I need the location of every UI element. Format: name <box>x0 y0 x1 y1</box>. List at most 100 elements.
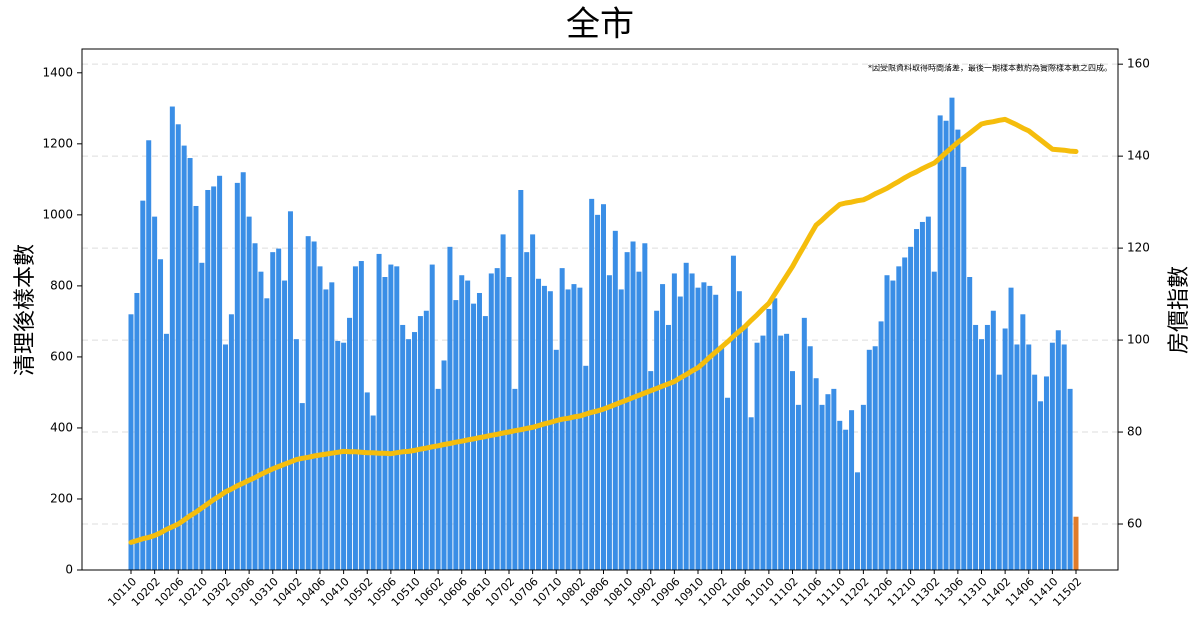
bar <box>866 349 872 570</box>
bar <box>305 236 311 570</box>
bar <box>872 346 878 570</box>
bar <box>636 271 642 570</box>
bar <box>293 339 299 570</box>
chart-title: 全市 <box>566 5 634 45</box>
bar <box>642 243 648 570</box>
bar <box>689 273 695 570</box>
bar <box>181 145 187 571</box>
bar <box>925 216 931 570</box>
y-tick-label: 600 <box>50 349 73 363</box>
y-tick-label: 1400 <box>42 65 73 79</box>
bar <box>984 324 990 570</box>
bar <box>937 115 943 570</box>
bar <box>400 324 406 570</box>
bar <box>583 365 589 570</box>
y-tick-label: 800 <box>50 278 73 292</box>
bar <box>949 97 955 570</box>
bar <box>435 388 441 570</box>
bar <box>282 280 288 570</box>
bar <box>772 298 778 570</box>
bar <box>518 189 524 571</box>
index-line <box>128 116 1079 545</box>
bar <box>1055 330 1061 570</box>
bar <box>589 198 595 571</box>
bar <box>595 214 601 570</box>
bar <box>902 257 908 570</box>
y-tick-label: 1000 <box>42 207 73 221</box>
bar <box>837 420 843 570</box>
bar <box>199 262 205 570</box>
bar <box>175 124 181 570</box>
bar <box>406 339 412 570</box>
bar <box>128 314 134 570</box>
bar <box>1067 388 1073 570</box>
bar <box>370 415 376 570</box>
bar <box>813 378 819 570</box>
bar <box>500 234 506 570</box>
bar <box>996 374 1002 570</box>
y-tick-label: 1200 <box>42 136 73 150</box>
bar <box>335 340 341 570</box>
bar <box>329 282 335 570</box>
bar <box>884 275 890 570</box>
bar <box>849 410 855 570</box>
bar <box>606 275 612 570</box>
y-tick-label: 0 <box>65 563 73 577</box>
bar <box>240 172 246 571</box>
bar <box>494 268 500 570</box>
bar <box>270 252 276 570</box>
bar <box>754 342 760 570</box>
bar <box>955 129 961 570</box>
bar <box>825 394 831 570</box>
annotation: *因受限資料取得時間落差，最後一期樣本數約為實際樣本數之四成。 <box>868 63 1112 73</box>
bar <box>163 333 169 570</box>
bar <box>1049 342 1055 570</box>
bar <box>766 308 772 570</box>
bar <box>778 335 784 570</box>
bar <box>660 284 666 570</box>
bar <box>654 310 660 570</box>
bar <box>565 289 571 570</box>
bar <box>152 216 158 570</box>
y2-tick-label: 60 <box>1127 517 1142 531</box>
bar <box>228 314 234 570</box>
bar <box>707 285 713 570</box>
y2-tick-label: 140 <box>1127 149 1150 163</box>
bar <box>961 166 967 570</box>
bar <box>819 404 825 570</box>
bar <box>801 317 807 570</box>
bar <box>323 289 329 570</box>
bar <box>252 243 258 570</box>
bar <box>187 158 193 570</box>
bar <box>973 324 979 570</box>
bar <box>524 252 530 570</box>
bar <box>719 348 725 570</box>
bar <box>665 324 671 570</box>
bar <box>1032 374 1038 570</box>
bar <box>943 120 949 571</box>
bar <box>784 333 790 570</box>
bar <box>311 241 317 570</box>
bar <box>453 300 459 570</box>
bar <box>476 292 482 570</box>
y-tick-label: 400 <box>50 420 73 434</box>
bar <box>441 360 447 570</box>
bar <box>158 259 164 570</box>
bar <box>1002 328 1008 570</box>
bar <box>725 397 731 570</box>
bar <box>760 335 766 570</box>
bar <box>1020 314 1026 570</box>
bar <box>648 371 654 570</box>
bar <box>211 186 217 570</box>
bar <box>695 287 701 570</box>
bar <box>742 324 748 570</box>
bar <box>890 280 896 570</box>
bar <box>388 264 394 570</box>
bar <box>246 216 252 570</box>
bar <box>612 230 618 571</box>
bar <box>908 246 914 570</box>
bar <box>748 417 754 570</box>
bar <box>831 388 837 570</box>
y-tick-label: 200 <box>50 491 73 505</box>
bar <box>447 246 453 570</box>
